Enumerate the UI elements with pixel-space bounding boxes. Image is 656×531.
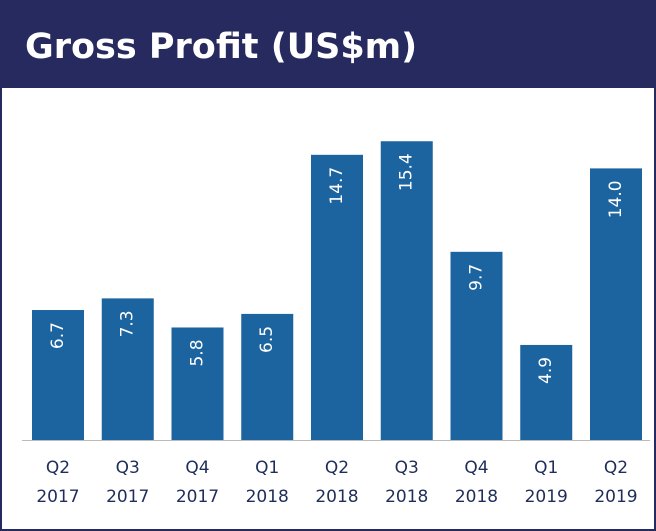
x-tick-label: 2017 — [36, 487, 79, 507]
bar — [32, 310, 84, 440]
bar — [241, 313, 294, 440]
data-label: 14.0 — [606, 180, 626, 218]
x-tick-label: Q3 — [395, 458, 419, 478]
x-tick-label: Q2 — [604, 458, 628, 478]
header — [0, 0, 656, 88]
data-label: 6.7 — [48, 322, 68, 349]
data-label: 6.5 — [257, 326, 277, 353]
data-label: 15.4 — [397, 153, 417, 191]
bar — [590, 168, 642, 440]
chart-title: Gross Profit (US$m) — [25, 27, 417, 67]
bar — [171, 327, 224, 440]
bar — [520, 344, 573, 440]
data-label: 4.9 — [536, 357, 556, 384]
data-label: 5.8 — [188, 339, 208, 366]
bar — [101, 298, 154, 440]
x-tick-label: Q1 — [534, 458, 558, 478]
x-tick-label: 2017 — [106, 487, 149, 507]
x-tick-label: 2018 — [385, 487, 428, 507]
x-tick-label: 2018 — [315, 487, 358, 507]
bar — [450, 251, 503, 440]
x-tick-label: Q1 — [255, 458, 279, 478]
x-tick-label: 2019 — [594, 487, 637, 507]
x-tick-label: 2018 — [246, 487, 289, 507]
bar — [380, 141, 433, 441]
x-tick-label: Q3 — [116, 458, 140, 478]
data-label: 9.7 — [467, 264, 487, 291]
data-label: 7.3 — [118, 310, 138, 337]
x-tick-label: Q2 — [325, 458, 349, 478]
x-tick-label: Q2 — [46, 458, 70, 478]
x-tick-label: 2017 — [176, 487, 219, 507]
bar — [311, 154, 363, 440]
x-tick-label: Q4 — [464, 458, 488, 478]
x-tick-label: 2018 — [455, 487, 498, 507]
x-tick-label: Q4 — [185, 458, 209, 478]
x-tick-label: 2019 — [525, 487, 568, 507]
data-label: 14.7 — [327, 167, 347, 205]
